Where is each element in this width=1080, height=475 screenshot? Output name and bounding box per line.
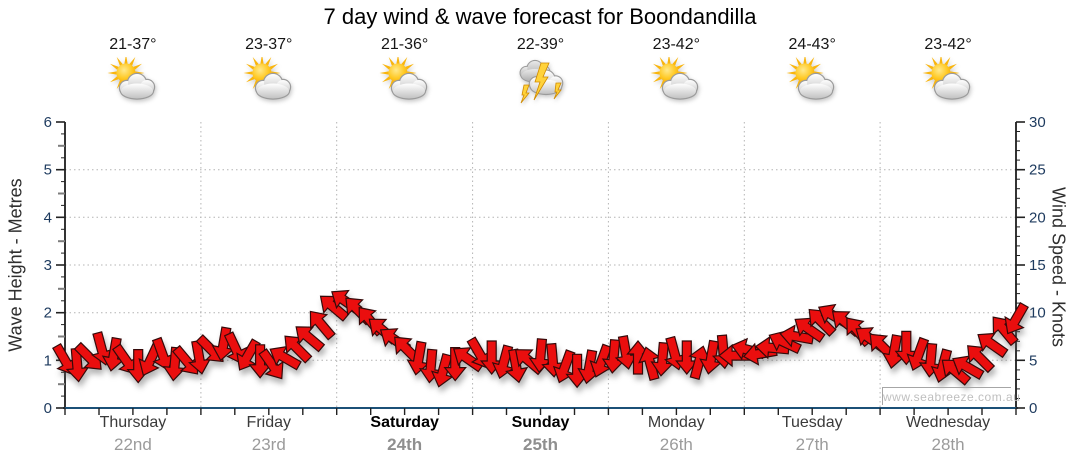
svg-text:30: 30 — [1029, 114, 1046, 131]
svg-text:3: 3 — [44, 257, 52, 274]
temperature-range-label: 23-42° — [924, 36, 972, 53]
svg-text:10: 10 — [1029, 305, 1046, 322]
day-header-saturday: 21-36° — [345, 36, 465, 110]
day-header-sunday: 22-39° — [481, 36, 601, 110]
thunderstorm-icon — [481, 57, 601, 110]
day-name-label: Saturday — [370, 414, 439, 431]
partly-cloudy-icon — [345, 54, 465, 110]
wind-arrow-series — [52, 289, 1029, 389]
day-date-label: 27th — [795, 435, 829, 454]
temperature-range-label: 23-37° — [245, 36, 293, 53]
day-header-friday: 23-37° — [209, 36, 329, 110]
svg-text:25: 25 — [1029, 162, 1046, 179]
day-header-monday: 23-42° — [616, 36, 736, 110]
svg-text:0: 0 — [44, 400, 52, 417]
svg-text:5: 5 — [44, 162, 52, 179]
day-name-label: Tuesday — [781, 414, 843, 431]
day-label-saturday: Saturday 24th — [337, 414, 473, 455]
svg-text:5: 5 — [1029, 352, 1037, 369]
svg-text:4: 4 — [44, 209, 52, 226]
svg-text:6: 6 — [44, 114, 52, 131]
day-label-wednesday: Wednesday 28th — [880, 414, 1016, 455]
day-date-label: 24th — [387, 435, 423, 454]
day-label-thursday: Thursday 22nd — [65, 414, 201, 455]
day-header-tuesday: 24-43° — [752, 36, 872, 110]
day-date-label: 25th — [523, 435, 558, 454]
partly-cloudy-icon — [616, 54, 736, 110]
svg-text:15: 15 — [1029, 257, 1046, 274]
day-label-monday: Monday 26th — [608, 414, 744, 455]
day-label-friday: Friday 23rd — [201, 414, 337, 455]
day-header-wednesday: 23-42° — [888, 36, 1008, 110]
day-header-thursday: 21-37° — [73, 36, 193, 110]
day-name-label: Thursday — [99, 414, 167, 431]
partly-cloudy-icon — [752, 54, 872, 110]
partly-cloudy-icon — [888, 54, 1008, 110]
svg-text:2: 2 — [44, 305, 52, 322]
svg-text:1: 1 — [44, 352, 52, 369]
chart-title: 7 day wind & wave forecast for Boondandi… — [323, 4, 757, 29]
temperature-range-label: 22-39° — [516, 36, 565, 53]
day-date-label: 26th — [659, 435, 693, 454]
temperature-range-label: 23-42° — [652, 36, 700, 53]
day-name-label: Friday — [246, 414, 291, 431]
day-date-label: 22nd — [114, 435, 152, 454]
partly-cloudy-icon — [73, 54, 193, 110]
temperature-range-label: 24-43° — [788, 36, 836, 53]
watermark: www.seabreeze.com.au — [882, 387, 1020, 405]
day-name-label: Wednesday — [905, 414, 991, 431]
svg-text:0: 0 — [1029, 400, 1037, 417]
day-name-label: Monday — [647, 414, 705, 431]
day-label-sunday: Sunday 25th — [473, 414, 609, 455]
svg-text:20: 20 — [1029, 209, 1046, 226]
day-date-label: 23rd — [251, 435, 286, 454]
partly-cloudy-icon — [209, 54, 329, 110]
day-label-tuesday: Tuesday 27th — [744, 414, 880, 455]
day-name-label: Sunday — [511, 414, 570, 431]
day-date-label: 28th — [931, 435, 965, 454]
temperature-range-label: 21-37° — [109, 36, 157, 53]
temperature-range-label: 21-36° — [380, 36, 429, 53]
